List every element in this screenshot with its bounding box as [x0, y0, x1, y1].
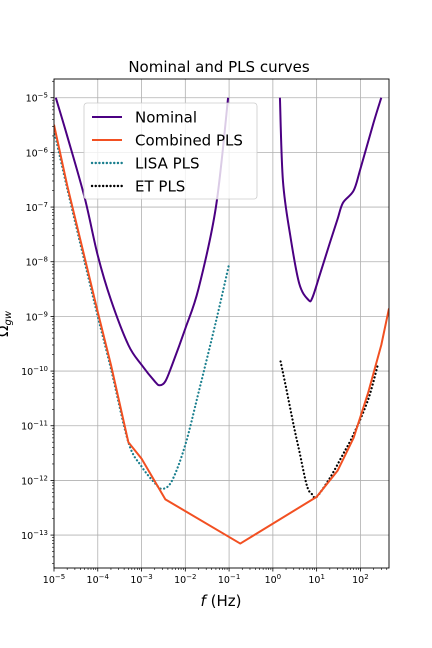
x-tick-label: 100 [265, 573, 282, 586]
y-axis-label-subscript: gw [3, 310, 14, 325]
y-tick-label: 10−11 [21, 420, 48, 433]
x-axis-label-symbol: f [201, 592, 209, 610]
x-axis-label: f (Hz) [201, 592, 242, 610]
plot-frame [53, 78, 390, 569]
legend-box [83, 102, 258, 200]
series-lines [54, 97, 389, 545]
y-tick-label: 10−8 [26, 256, 48, 269]
series-line-nominal [278, 97, 383, 303]
legend-label-et-pls: ET PLS [135, 178, 185, 196]
y-axis-label: Ωgw [0, 310, 14, 337]
legend-label-nominal: Nominal [135, 109, 197, 127]
y-tick-label: 10−5 [26, 92, 48, 105]
x-tick-label: 10−4 [87, 573, 110, 586]
y-axis-label-symbol: Ω [0, 326, 12, 337]
series-line-combined-pls [54, 124, 389, 545]
series-line-lisa-pls [54, 129, 231, 490]
x-axis-label-unit: (Hz) [206, 592, 242, 610]
x-tick-label: 102 [352, 573, 369, 586]
legend-label-combined-pls: Combined PLS [135, 132, 243, 150]
x-tick-label: 10−5 [43, 573, 65, 586]
x-tick-label: 10−3 [130, 573, 152, 586]
y-tick-label: 10−9 [26, 310, 48, 323]
x-tick-label: 101 [308, 573, 325, 586]
x-tick-label: 10−2 [174, 573, 196, 586]
legend-label-lisa-pls: LISA PLS [135, 155, 200, 173]
legend: Nominal Combined PLS LISA PLS ET PLS [83, 102, 258, 200]
axis-ticks: 10−5 10−4 10−3 10−2 10−1 100 101 102 10−13 10−12 1… [21, 80, 388, 586]
y-tick-label: 10−10 [21, 365, 48, 378]
chart-title: Nominal and PLS curves [128, 58, 310, 76]
y-tick-label: 10−12 [21, 474, 48, 487]
y-tick-label: 10−6 [26, 146, 49, 159]
x-tick-label: 10−1 [218, 573, 240, 586]
y-tick-label: 10−7 [26, 201, 48, 214]
series-line-nominal [54, 97, 230, 387]
y-tick-label: 10−13 [21, 529, 48, 542]
